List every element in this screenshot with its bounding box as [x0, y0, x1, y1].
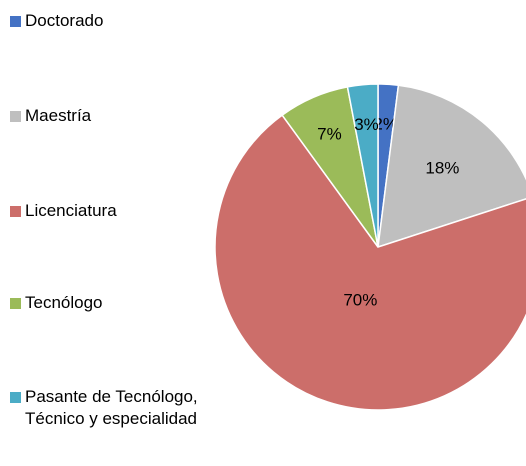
legend-item: Tecnólogo [10, 293, 215, 314]
legend-item: Licenciatura [10, 201, 215, 222]
legend-item: Doctorado [10, 11, 215, 32]
data-label: 70% [343, 291, 377, 310]
legend-swatch [10, 206, 21, 217]
legend-label: Maestría [25, 106, 92, 125]
legend-swatch [10, 298, 21, 309]
pie-slice [377, 84, 526, 249]
legend-item: Pasante de Tecnólogo, Técnico y especial… [10, 387, 215, 430]
data-label: 18% [425, 159, 459, 178]
legend-label: Tecnólogo [25, 293, 103, 312]
legend-item: Maestría [10, 106, 215, 127]
data-label: 2% [373, 114, 398, 133]
data-label: 7% [317, 124, 342, 143]
data-label: 3% [354, 115, 379, 134]
legend-swatch [10, 16, 21, 27]
legend-swatch [10, 392, 21, 403]
pie-slice [346, 83, 379, 248]
legend-label: Pasante de Tecnólogo, Técnico y especial… [25, 387, 198, 428]
legend-swatch [10, 111, 21, 122]
pie-slice [214, 114, 526, 411]
legend-label: Doctorado [25, 11, 104, 30]
legend-label: Licenciatura [25, 201, 117, 220]
